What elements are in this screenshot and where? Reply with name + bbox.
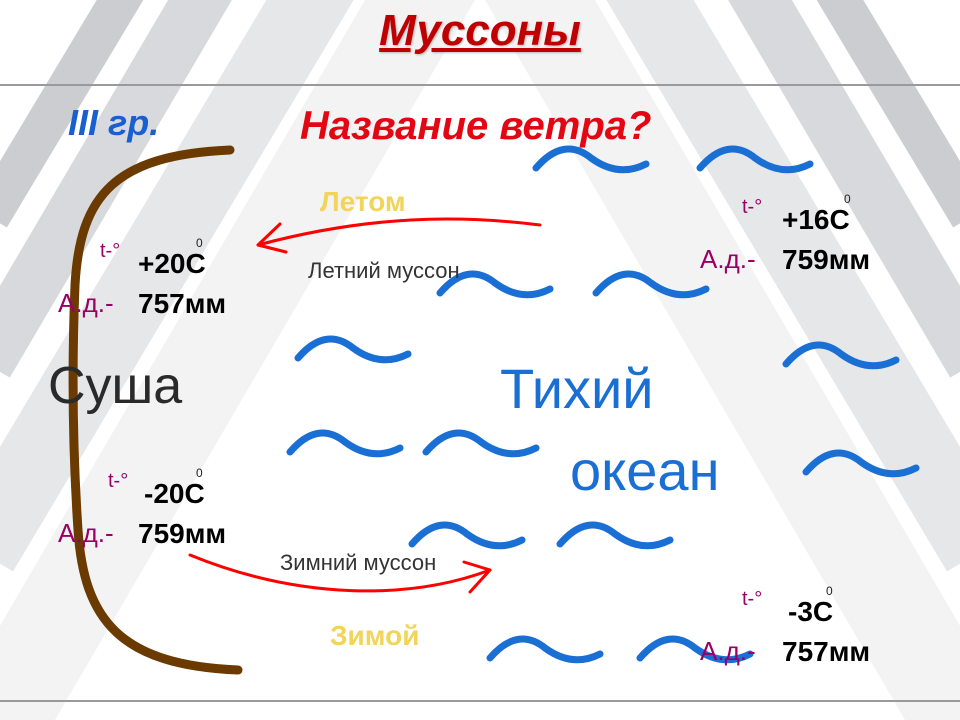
summer-season-label: Летом [320, 186, 406, 218]
wave-icon [700, 149, 810, 170]
wave-icon [806, 453, 916, 474]
ocean-label-line2: океан [570, 438, 720, 503]
wave-icon [412, 525, 522, 546]
wind-name-question: Название ветра? [300, 104, 651, 149]
ocean-winter-ad-value: 757мм [782, 636, 870, 668]
wave-icon [490, 639, 600, 660]
winter-season-label: Зимой [330, 620, 419, 652]
ocean-winter-t-value: -3С [788, 596, 833, 628]
ocean-winter-t-label: t-° [742, 588, 762, 611]
land-summer-t-label: t-° [100, 240, 120, 263]
ocean-summer-ad-value: 759мм [782, 244, 870, 276]
ocean-summer-ad-label: А.д.- [700, 244, 756, 275]
land-summer-ad-label: А.д.- [58, 288, 114, 319]
wave-icon [298, 339, 408, 360]
summer-monsoon-arrow [258, 219, 540, 252]
wave-icon [426, 433, 536, 454]
land-winter-ad-value: 759мм [138, 518, 226, 550]
winter-monsoon-label: Зимний муссон [280, 550, 436, 576]
ocean-summer-t-label: t-° [742, 196, 762, 219]
wave-icon [536, 149, 646, 170]
land-winter-t-label: t-° [108, 470, 128, 493]
land-label: Суша [48, 356, 182, 416]
content-layer: Муссоны III гр.Название ветра?СушаТихийо… [0, 0, 960, 720]
wave-icon [290, 433, 400, 454]
wave-icon [560, 525, 670, 546]
ocean-winter-ad-label: А.д.- [700, 636, 756, 667]
summer-monsoon-label: Летний муссон [308, 258, 460, 284]
land-winter-ad-label: А.д.- [58, 518, 114, 549]
ocean-label-line1: Тихий [500, 356, 654, 421]
ocean-summer-t-value: +16С [782, 204, 850, 236]
group-label: III гр. [68, 102, 159, 144]
wave-icon [596, 274, 706, 295]
land-summer-ad-value: 757мм [138, 288, 226, 320]
diagram-stage: Муссоны III гр.Название ветра?СушаТихийо… [0, 0, 960, 720]
land-winter-t-value: -20С [144, 478, 205, 510]
land-summer-t-value: +20С [138, 248, 206, 280]
wave-icon [786, 345, 896, 366]
